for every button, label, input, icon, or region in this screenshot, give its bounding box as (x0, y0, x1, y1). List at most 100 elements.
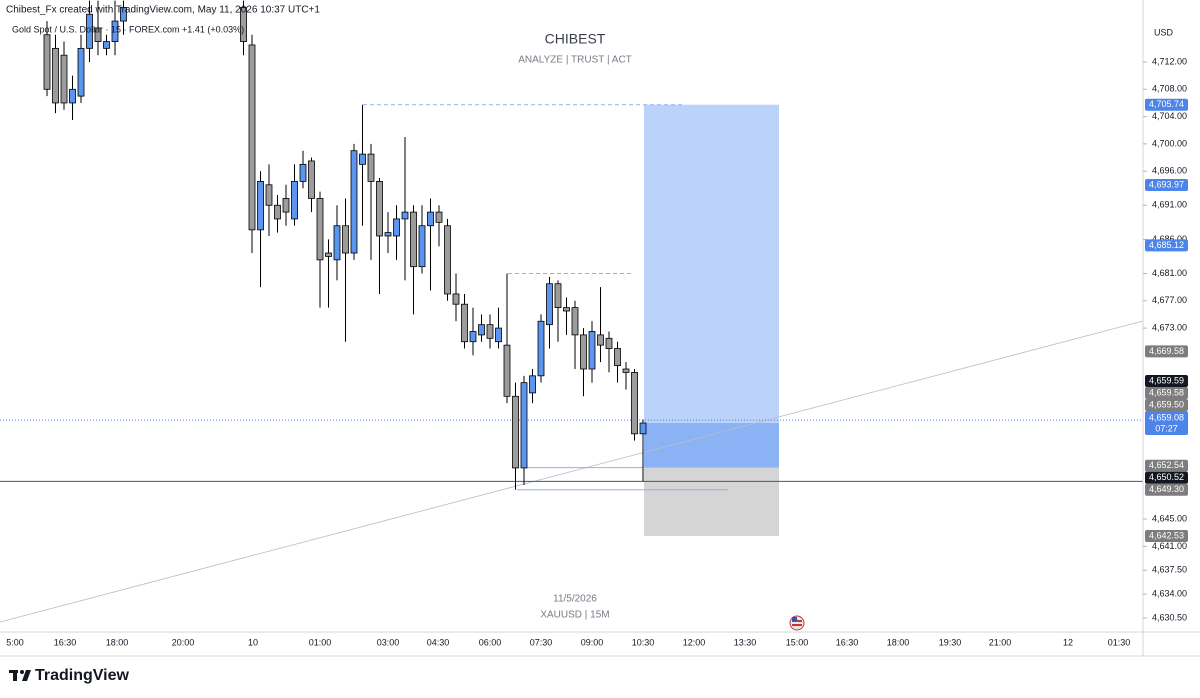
candle-body (77, 47, 85, 97)
candle-body (325, 252, 332, 257)
title: CHIBEST (545, 31, 606, 47)
brand-logo[interactable] (9, 670, 31, 681)
watermark-symbol: XAUUSD | 15M (540, 610, 609, 621)
price-badge (1145, 459, 1188, 472)
x-tick-label: 04:30 (427, 637, 450, 647)
x-tick-label: 06:00 (479, 637, 502, 647)
candle-body (384, 232, 392, 237)
price-badge (1145, 375, 1188, 388)
candle-body (393, 218, 400, 237)
candle-body (265, 184, 273, 206)
x-tick-label: 12 (1063, 637, 1073, 647)
candle-body (605, 337, 613, 349)
currency[interactable]: USD (1154, 27, 1174, 37)
candle-body (60, 54, 68, 104)
candle-body (69, 88, 76, 104)
logo-part (20, 670, 24, 674)
x-tick-label: 20:00 (172, 637, 195, 647)
target-zone (644, 104, 779, 468)
candle-body (376, 180, 383, 237)
candle-body (495, 327, 502, 343)
candle-body (639, 422, 647, 435)
candle-body (257, 180, 264, 231)
flag-stripe (792, 624, 802, 626)
candle-body (111, 20, 119, 42)
candle-body (622, 368, 630, 373)
candle-body (546, 283, 553, 326)
y-tick-label: 4,673.00 (1152, 322, 1187, 332)
candle-body (444, 225, 451, 295)
x-tick-label: 16:30 (54, 637, 77, 647)
candle-body (486, 324, 494, 339)
x-tick-label: 15:00 (786, 637, 809, 647)
profit-progress (644, 423, 779, 468)
candle-body (588, 331, 596, 370)
candle-body (478, 324, 485, 336)
price-badge (1145, 179, 1188, 192)
watermark-date: 11/5/2026 (553, 594, 597, 605)
candle-body (631, 372, 638, 435)
candle-body (103, 41, 110, 49)
credit: Chibest_Fx created with TradingView.com,… (6, 5, 320, 16)
event-flag[interactable] (789, 615, 805, 631)
price-badge-label: 4,642.53 (1149, 530, 1184, 540)
x-tick-label: 01:30 (1108, 637, 1131, 647)
price-badge (1145, 387, 1188, 400)
y-tick-label: 4,696.00 (1152, 166, 1187, 176)
x-tick-label: 01:00 (309, 637, 332, 647)
x-tick-label: 5:00 (6, 637, 24, 647)
x-tick-label: 09:00 (581, 637, 604, 647)
x-tick-label: 18:00 (106, 637, 129, 647)
candle-body (461, 303, 468, 343)
price-badge (1145, 399, 1188, 412)
candle-body (43, 34, 51, 90)
candle-body (240, 7, 247, 42)
candle-body (342, 225, 349, 254)
x-tick-label: 07:30 (530, 637, 553, 647)
x-tick-label: 12:00 (683, 637, 706, 647)
symbol-legend: Gold Spot / U.S. Dollar · 15 · FOREX.com… (12, 24, 244, 34)
brand[interactable]: TradingView (35, 667, 130, 684)
candle-body (537, 320, 545, 377)
price-badge-label: 4,659.58 (1149, 387, 1184, 397)
candle-body (410, 211, 417, 268)
candle-body (452, 293, 460, 305)
price-badge-label: 4,652.54 (1149, 460, 1184, 470)
price-badge-label: 4,659.08 (1149, 412, 1184, 422)
x-tick-label: 19:30 (939, 637, 962, 647)
candle-body (427, 211, 434, 227)
subtitle: ANALYZE | TRUST | ACT (518, 55, 632, 66)
y-tick-label: 4,645.00 (1152, 513, 1187, 523)
candle-body (401, 211, 409, 220)
y-tick-label: 4,681.00 (1152, 268, 1187, 278)
y-tick-label: 4,691.00 (1152, 200, 1187, 210)
y-tick-label: 4,686.00 (1152, 234, 1187, 244)
price-badge-label: 4,669.58 (1149, 346, 1184, 356)
price-badge-label: 4,685.12 (1149, 240, 1184, 250)
candle-body (512, 395, 519, 469)
candle-body (308, 160, 315, 199)
candle-body (418, 225, 426, 268)
candle-body (614, 348, 621, 366)
stop-zone (644, 467, 779, 536)
candle-body (580, 334, 587, 370)
candle-body (248, 44, 256, 231)
price-badge (1145, 345, 1188, 358)
price-badge-label: 4,693.97 (1149, 179, 1184, 189)
x-tick-label: 13:30 (734, 637, 757, 647)
x-tick-label: 03:00 (377, 637, 400, 647)
countdown: 07:27 (1155, 423, 1178, 433)
candle-body (597, 334, 604, 346)
candle-body (86, 13, 93, 49)
candle-body (52, 47, 59, 104)
x-tick-label: 21:00 (989, 637, 1012, 647)
price-badge-label: 4,705.74 (1149, 99, 1184, 109)
logo-part (13, 670, 17, 681)
candle-body (120, 7, 127, 22)
y-tick-label: 4,634.00 (1152, 589, 1187, 599)
price-badge (1145, 411, 1188, 436)
price-badge (1145, 483, 1188, 496)
candle-body (333, 225, 341, 261)
price-badge-label: 4,659.59 (1149, 375, 1184, 385)
